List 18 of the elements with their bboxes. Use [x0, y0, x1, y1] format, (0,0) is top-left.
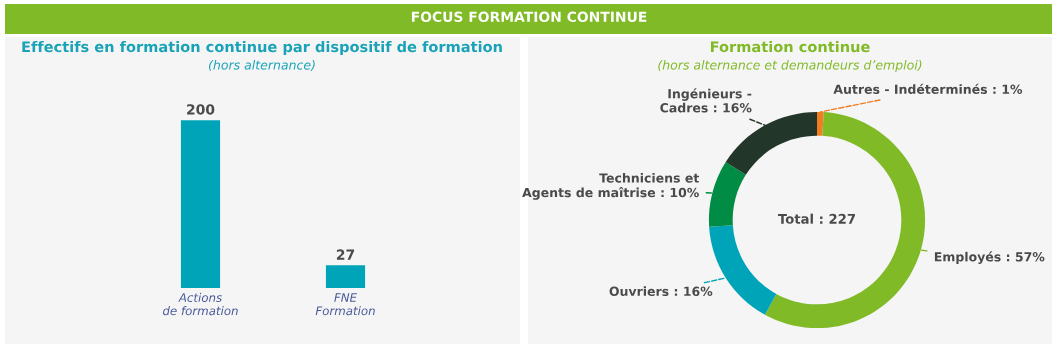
x-tick-label: FNE Formation — [315, 293, 375, 316]
text: FOCUS FORMATION CONTINUE — [411, 11, 647, 23]
chart-title: Formation continue — [710, 40, 870, 53]
donut-slice — [725, 111, 817, 175]
x-tick-label: Actions de formation — [163, 292, 238, 316]
donut-slice — [764, 112, 926, 329]
chart-subtitle: (hors alternance) — [209, 59, 315, 72]
text: Total : 227 — [778, 213, 855, 224]
donut-slice — [708, 162, 746, 227]
data-label: 27 — [336, 249, 355, 260]
chart-subtitle: (hors alternance et demandeurs d’emploi) — [658, 59, 922, 73]
slice-label: Ouvriers : 16% — [609, 286, 713, 297]
slice-label: Techniciens et Agents de maîtrise : 10% — [522, 173, 700, 200]
slice-label: Autres - Indéterminés : 1% — [833, 83, 1023, 94]
slice-label: Ingénieurs - Cadres : 16% — [660, 88, 752, 113]
data-label: 200 — [187, 104, 215, 115]
chart-title: Effectifs en formation continue par dispositif de formation — [22, 40, 502, 56]
slice-label: Employés : 57% — [934, 251, 1045, 265]
